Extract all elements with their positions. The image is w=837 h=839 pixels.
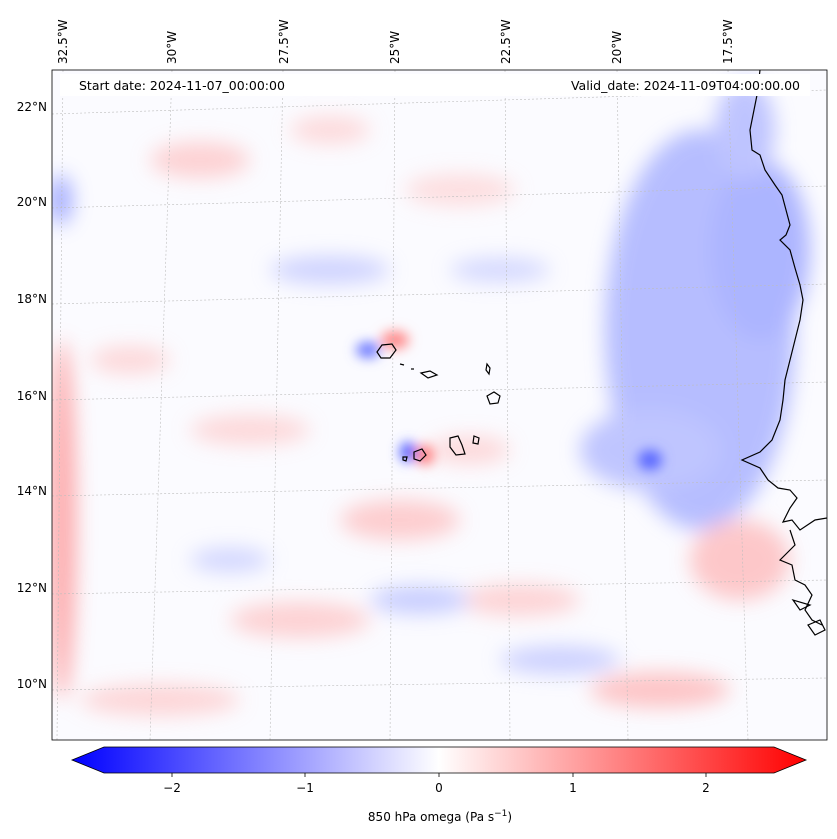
map-panel: Start date: 2024-11-07_00:00:00 Valid_da… [51, 69, 828, 741]
field-patch [340, 500, 460, 540]
longitude-labels: 32.5°W 30°W 27.5°W 25°W 22.5°W 20°W 17.5… [56, 19, 735, 64]
field-patch [230, 602, 370, 638]
latitude-labels: 22°N 20°N 18°N 16°N 14°N 12°N 10°N [17, 100, 47, 691]
colorbar-label: 850 hPa omega (Pa s−1) [368, 809, 512, 824]
lon-label: 27.5°W [277, 19, 291, 64]
colorbar-tick-label: −2 [163, 781, 181, 795]
field-patch [290, 116, 370, 144]
omega-field [52, 80, 810, 716]
start-date-label: Start date: 2024-11-07_00:00:00 [79, 78, 285, 93]
island-boa-vista [486, 391, 501, 405]
field-patch [90, 346, 170, 374]
field-patch [450, 258, 550, 282]
map-frame [51, 69, 828, 741]
valid-date-label: Valid_date: 2024-11-09T04:00:00.00 [571, 78, 800, 93]
island-brava [402, 456, 408, 462]
field-patch [356, 342, 380, 358]
field-patch [190, 415, 310, 445]
colorbar-body [70, 746, 808, 774]
annotation-box [60, 74, 810, 96]
field-patch [405, 174, 515, 206]
coastline [740, 70, 827, 636]
lon-label: 25°W [388, 31, 402, 64]
island-santiago [449, 435, 466, 456]
island-fogo [413, 448, 427, 462]
field-patch [690, 520, 790, 600]
island-sal [485, 362, 491, 376]
lat-label: 10°N [17, 677, 47, 691]
field-patch [52, 340, 76, 700]
lon-label: 30°W [165, 31, 179, 64]
island-maio [472, 435, 480, 445]
colorbar-tick-label: −1 [296, 781, 314, 795]
lon-label: 22.5°W [499, 19, 513, 64]
lat-label: 16°N [17, 389, 47, 403]
field-patch [710, 160, 810, 340]
field-patch [52, 175, 72, 225]
colorbar-tick-label: 1 [569, 781, 577, 795]
colorbar: −2 −1 0 1 2 850 hPa omega (Pa s−1) [70, 746, 808, 824]
islands [376, 343, 501, 462]
field-patch [370, 586, 470, 614]
field-patch [150, 142, 250, 178]
lat-label: 18°N [17, 292, 47, 306]
lon-label: 20°W [610, 31, 624, 64]
field-patch [270, 256, 390, 284]
lon-label: 32.5°W [56, 19, 70, 64]
field-patch [190, 548, 270, 572]
field-patch [80, 684, 240, 716]
island-sao-vicente [399, 363, 405, 366]
field-patch [638, 450, 662, 470]
colorbar-ticks [171, 773, 707, 777]
field-patch [460, 584, 580, 616]
colorbar-tick-label: 0 [435, 781, 443, 795]
lon-label: 17.5°W [721, 19, 735, 64]
field-patch [381, 331, 409, 349]
colorbar-label-sup: −1 [494, 809, 507, 819]
island-sao-nicolau [419, 370, 439, 379]
field-patch [416, 445, 434, 465]
lat-label: 12°N [17, 581, 47, 595]
lat-label: 20°N [17, 195, 47, 209]
field-patch [500, 646, 620, 674]
colorbar-label-main: 850 hPa omega (Pa s [368, 810, 494, 824]
lat-label: 14°N [17, 484, 47, 498]
field-patch [590, 672, 730, 708]
colorbar-tick-label: 2 [702, 781, 710, 795]
lat-label: 22°N [17, 100, 47, 114]
colorbar-label-end: ) [507, 810, 512, 824]
field-patch [430, 436, 510, 464]
island-santo-antao [376, 343, 397, 359]
